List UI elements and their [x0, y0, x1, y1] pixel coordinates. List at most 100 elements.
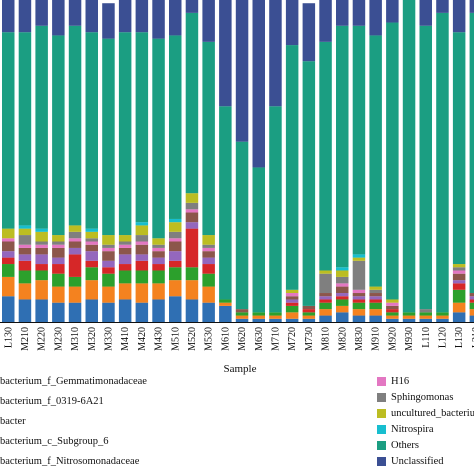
bar-segment-M910-s10 — [369, 35, 382, 287]
bars-group — [2, 0, 474, 322]
bar-segment-M810-s0 — [319, 315, 332, 322]
bar-segment-M620-s5 — [235, 309, 249, 313]
bar-segment-M820-s6 — [336, 283, 349, 287]
bar-segment-M230-s5 — [52, 247, 65, 258]
bar-segment-M910-s8 — [369, 286, 382, 290]
bar-segment-M410-s8 — [118, 235, 132, 242]
bar-segment-M710-s1 — [269, 315, 282, 319]
bar-segment-M320-s10 — [85, 32, 98, 229]
bar-segment-M630-s1 — [252, 315, 265, 319]
bar-segment-M220-s2 — [35, 270, 48, 281]
bar-segment-M430-s11 — [152, 0, 165, 39]
bar-segment-M320-s8 — [85, 231, 98, 239]
bar-segment-M410-s3 — [118, 264, 132, 271]
bar-segment-M420-s10 — [135, 32, 149, 223]
bar-segment-M910-s4 — [369, 296, 382, 300]
bar-segment-L210-s11 — [469, 0, 474, 13]
bar-segment-M810-s11 — [319, 0, 332, 42]
bar-segment-M320-s6 — [85, 241, 98, 245]
bar-segment-M210-s11 — [18, 0, 32, 33]
bar-segment-M430-s1 — [152, 283, 165, 300]
bar-segment-M320-s9 — [85, 228, 98, 232]
bar-segment-L130-s0 — [2, 296, 15, 322]
x-tick-label: M710 — [270, 327, 281, 351]
bar-segment-L130-s5 — [2, 241, 15, 252]
bar-segment-M830-s5 — [352, 293, 366, 297]
bar-segment-M220-s6 — [35, 244, 48, 248]
bar-segment-M930-s10 — [402, 0, 416, 313]
bar-segment-M620-s1 — [235, 315, 249, 319]
bar-segment-M910-s1 — [369, 309, 382, 316]
bar-segment-M620-s2 — [235, 312, 249, 316]
bar-segment-M210-s6 — [18, 244, 32, 248]
bar-segment-M520-s4 — [185, 222, 199, 229]
bar-segment-L110-s1 — [419, 315, 432, 319]
bar-segment-M520-s2 — [185, 267, 199, 281]
bar-segment-M230-s4 — [52, 257, 65, 265]
bar-segment-M410-s2 — [118, 270, 132, 284]
bar-segment-M410-s1 — [118, 283, 132, 300]
x-tick-label: M520 — [187, 327, 198, 351]
bar-segment-M530-s10 — [202, 41, 215, 236]
legend-swatch — [377, 409, 386, 418]
bar-segment-M430-s10 — [152, 38, 165, 239]
bar-segment-M430-s3 — [152, 264, 165, 271]
bar-segment-M330-s3 — [102, 267, 115, 274]
bar-segment-M510-s8 — [169, 222, 182, 232]
bar-segment-M220-s0 — [35, 299, 48, 322]
bar-segment-M530-s1 — [202, 286, 215, 303]
bar-segment-M820-s0 — [336, 312, 349, 322]
bar-segment-M310-s7 — [68, 231, 82, 239]
bar-segment-M320-s5 — [85, 244, 98, 252]
legend-label: bacterium_f_0319-6A21 — [0, 396, 104, 407]
bar-segment-M830-s9 — [352, 254, 366, 258]
bar-segment-L130-s10 — [452, 32, 466, 265]
bar-segment-L210-s3 — [469, 299, 474, 303]
bar-segment-M520-s1 — [185, 280, 199, 300]
bar-segment-M310-s5 — [68, 241, 82, 248]
bar-segment-M210-s3 — [18, 260, 32, 271]
bar-segment-M210-s4 — [18, 254, 32, 261]
bar-segment-M730-s2 — [302, 312, 316, 316]
bar-segment-M230-s0 — [52, 302, 65, 322]
bar-segment-L120-s0 — [436, 318, 449, 322]
bar-segment-M210-s5 — [18, 247, 32, 255]
bar-segment-M720-s1 — [285, 312, 299, 319]
legend-label: Nitrospira — [391, 424, 434, 435]
bar-segment-M730-s0 — [302, 318, 316, 322]
bar-segment-M810-s4 — [319, 296, 332, 300]
bar-segment-M310-s3 — [68, 254, 82, 277]
legend-label: bacterium_f_Gemmatimonadaceae — [0, 376, 147, 387]
bar-segment-M910-s5 — [369, 293, 382, 297]
x-tick-label: M720 — [287, 327, 298, 351]
bar-segment-M510-s3 — [169, 260, 182, 268]
bar-segment-M420-s8 — [135, 225, 149, 236]
bar-segment-M910-s3 — [369, 299, 382, 303]
bar-segment-M330-s8 — [102, 235, 115, 245]
x-tick-label: M510 — [170, 327, 181, 351]
bar-segment-M310-s0 — [68, 302, 82, 322]
bar-segment-M820-s11 — [336, 0, 349, 26]
bar-segment-M610-s11 — [219, 0, 232, 107]
bar-segment-M320-s3 — [85, 260, 98, 268]
bar-segment-M820-s9 — [336, 267, 349, 271]
bar-segment-M510-s11 — [169, 0, 182, 36]
bar-segment-M330-s2 — [102, 273, 115, 287]
x-tick-label: M230 — [53, 327, 64, 351]
bar-segment-L130-s7 — [452, 267, 466, 271]
bar-segment-M330-s1 — [102, 286, 115, 303]
bar-segment-M810-s7 — [319, 273, 332, 294]
bar-segment-L130-s11 — [452, 0, 466, 33]
bar-segment-M420-s1 — [135, 283, 149, 303]
bar-segment-M730-s5 — [302, 305, 316, 310]
bar-segment-M210-s2 — [18, 270, 32, 284]
bar-segment-M820-s7 — [336, 276, 349, 284]
bar-segment-M920-s0 — [386, 318, 399, 322]
bar-segment-L120-s2 — [436, 312, 449, 316]
bar-segment-M230-s1 — [52, 286, 65, 303]
bar-segment-M530-s8 — [202, 235, 215, 245]
bar-segment-M920-s3 — [386, 309, 399, 313]
bar-segment-M430-s0 — [152, 299, 165, 322]
bar-segment-M830-s3 — [352, 299, 366, 303]
bar-segment-M530-s0 — [202, 302, 215, 322]
